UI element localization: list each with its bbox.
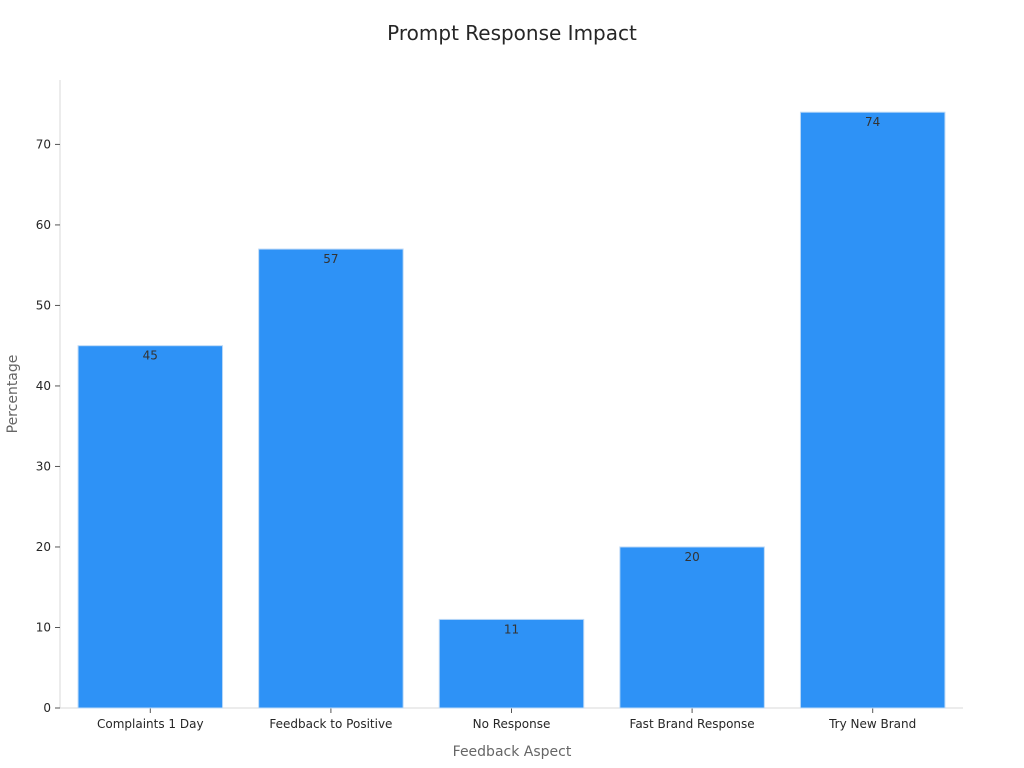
y-tick-label: 20 [36,540,51,554]
chart-title: Prompt Response Impact [387,21,637,45]
y-tick-label: 10 [36,620,51,634]
y-tick-label: 0 [43,701,51,715]
x-axis-label: Feedback Aspect [453,744,572,760]
bar [438,618,585,709]
bar-value-label: 20 [684,550,699,564]
bar [258,248,404,709]
y-tick-label: 30 [36,459,51,473]
axes: 0 10 20 30 40 50 60 70 Complaints 1 Day Feedback … [36,80,963,731]
y-tick-label: 40 [36,379,51,393]
y-tick-label: 60 [36,218,51,232]
bar [77,345,224,709]
x-tick-label: Fast Brand Response [630,717,755,731]
x-tick-label: No Response [473,717,551,731]
bar-value-label: 45 [143,349,158,363]
bar-value-label: 11 [504,622,519,636]
data-labels: 45 57 11 20 74 [143,115,881,636]
y-tick-label: 70 [36,137,51,151]
x-tick-label: Complaints 1 Day [97,717,204,731]
y-axis-label: Percentage [5,355,21,434]
bar-value-label: 74 [865,115,880,129]
bar [619,546,765,709]
bar-value-label: 57 [323,252,338,266]
bar [799,111,946,709]
x-tick-label: Feedback to Positive [269,717,392,731]
x-tick-label: Try New Brand [828,717,916,731]
bars [77,111,946,709]
y-tick-label: 50 [36,298,51,312]
